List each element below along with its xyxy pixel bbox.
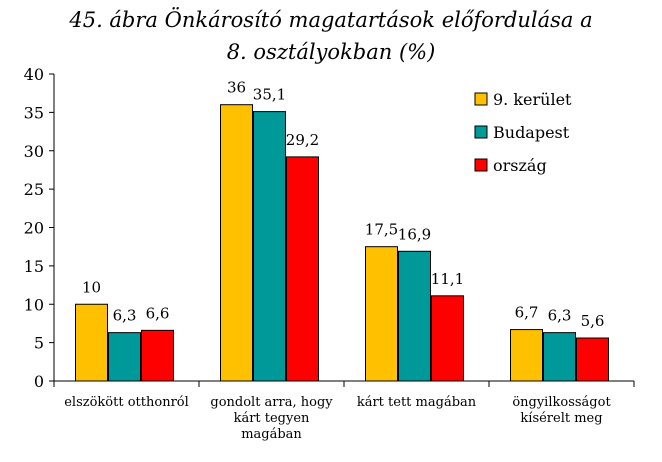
data-label: 17,5 <box>365 221 398 239</box>
legend-label: ország <box>493 156 547 175</box>
bar <box>75 303 108 382</box>
x-category-label: kárt tett magában <box>357 395 477 410</box>
x-category-label: kísérelt meg <box>520 411 602 426</box>
bar <box>141 329 174 382</box>
legend-label: 9. kerület <box>493 90 572 109</box>
y-tick-label: 5 <box>34 334 44 353</box>
bar <box>431 295 464 382</box>
x-category-label: gondolt arra, hogy <box>210 395 333 410</box>
data-label: 6,3 <box>113 307 137 325</box>
data-label: 6,7 <box>515 304 539 322</box>
chart-title-line-2: 8. osztályokban (%) <box>226 40 436 64</box>
bar <box>286 156 319 382</box>
y-tick-label: 20 <box>24 219 44 238</box>
bar <box>253 111 286 382</box>
bar <box>108 332 141 382</box>
data-label: 10 <box>82 278 101 296</box>
legend-swatch <box>474 158 488 172</box>
y-tick-label: 0 <box>34 372 44 391</box>
x-category-label: elszökött otthonról <box>64 395 189 410</box>
y-tick-label: 15 <box>24 257 44 276</box>
bar <box>510 329 543 382</box>
y-tick-label: 40 <box>24 65 44 84</box>
data-label: 6,3 <box>548 307 572 325</box>
data-label: 16,9 <box>398 225 431 243</box>
legend-label: Budapest <box>493 123 570 142</box>
y-tick-label: 10 <box>24 295 44 314</box>
y-tick-label: 35 <box>24 103 44 122</box>
data-label: 6,6 <box>146 304 170 322</box>
chart-title-line-1: 45. ábra Önkárosító magatartások előford… <box>69 8 593 32</box>
y-tick-label: 25 <box>24 180 44 199</box>
x-category-label: öngyilkosságot <box>512 395 611 410</box>
data-label: 29,2 <box>286 131 319 149</box>
x-category-label: kárt tegyen <box>234 411 310 426</box>
data-label: 35,1 <box>253 86 286 104</box>
legend-swatch <box>474 92 488 106</box>
bar <box>398 250 431 382</box>
bar <box>543 332 576 382</box>
data-label: 11,1 <box>431 270 464 288</box>
chart-title: 45. ábra Önkárosító magatartások előford… <box>0 4 662 68</box>
legend-swatch <box>474 125 488 139</box>
bar <box>365 246 398 382</box>
bar <box>220 104 253 382</box>
data-label: 5,6 <box>581 312 605 330</box>
y-tick-label: 30 <box>24 142 44 161</box>
bar <box>576 337 609 382</box>
data-label: 36 <box>227 79 246 97</box>
x-category-label: magában <box>241 427 302 442</box>
